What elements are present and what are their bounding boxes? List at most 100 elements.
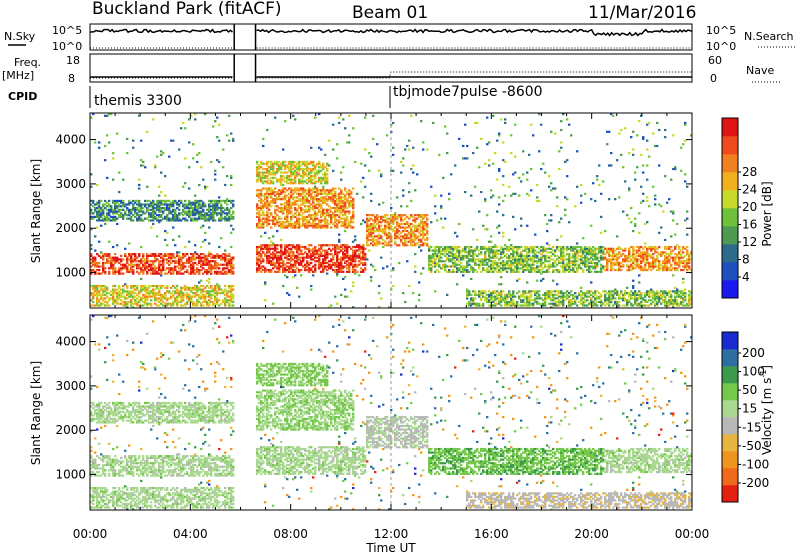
power-cell — [544, 293, 547, 296]
power-cell — [202, 288, 205, 291]
power-cell — [542, 277, 545, 281]
power-cell — [278, 215, 281, 218]
power-cell — [140, 219, 143, 222]
power-cell — [418, 222, 421, 226]
power-cell — [154, 297, 157, 300]
power-cell — [218, 245, 221, 249]
power-cell — [396, 228, 399, 231]
power-cell — [376, 222, 379, 226]
power-cell — [102, 254, 105, 257]
power-cell — [264, 244, 267, 247]
power-cell — [156, 304, 159, 307]
power-cell — [422, 217, 425, 220]
power-cell — [206, 185, 209, 188]
power-cell — [98, 292, 101, 295]
power-cell — [112, 245, 115, 249]
power-cell — [314, 215, 317, 218]
power-cell — [164, 269, 167, 272]
power-cell — [294, 224, 297, 227]
power-cell — [136, 293, 139, 296]
power-cell — [332, 258, 335, 261]
power-cell — [526, 245, 529, 249]
power-cell — [268, 203, 271, 206]
power-cell — [132, 205, 135, 208]
power-cell — [124, 300, 127, 304]
power-cell — [108, 210, 111, 213]
power-cell — [224, 260, 227, 263]
power-cell — [128, 270, 131, 273]
power-cell — [482, 304, 485, 307]
power-cell — [346, 222, 349, 226]
power-cell — [398, 261, 401, 265]
power-cell — [94, 284, 97, 288]
power-cell — [340, 201, 343, 204]
power-cell — [328, 208, 331, 211]
power-cell — [230, 288, 233, 291]
power-cell — [544, 171, 547, 174]
power-cell — [320, 261, 323, 265]
power-cell — [454, 164, 457, 167]
power-cell — [500, 270, 503, 273]
power-cell — [366, 219, 369, 222]
power-cell — [274, 217, 277, 220]
power-cell — [360, 258, 363, 261]
power-cell — [386, 217, 389, 220]
power-cell — [114, 212, 117, 215]
power-cell — [300, 178, 303, 181]
power-cell — [300, 182, 303, 185]
power-cell — [340, 210, 343, 213]
power-cell — [282, 224, 285, 227]
power-cell — [142, 263, 145, 266]
power-cell — [530, 290, 533, 293]
power-cell — [390, 217, 393, 220]
power-cell — [220, 254, 223, 257]
power-cell — [488, 164, 491, 167]
power-cell — [500, 297, 503, 300]
power-cell — [380, 256, 383, 259]
power-cell — [148, 260, 151, 263]
power-cell — [538, 293, 541, 296]
power-cell — [230, 292, 233, 295]
power-cell — [346, 295, 349, 298]
power-cell — [112, 260, 115, 263]
power-cell — [112, 292, 115, 295]
power-cell — [310, 244, 313, 247]
power-cell — [256, 270, 259, 273]
power-cell — [290, 203, 293, 206]
power-cell — [134, 263, 137, 266]
power-cell — [256, 245, 259, 249]
power-cell — [334, 253, 337, 256]
power-cell — [452, 261, 455, 265]
power-cell — [198, 256, 201, 259]
power-cell — [104, 290, 107, 293]
power-cell — [276, 244, 279, 247]
power-cell — [154, 258, 157, 261]
power-cell — [300, 192, 303, 195]
power-cell — [512, 215, 515, 218]
power-cell — [552, 293, 555, 296]
power-cell — [140, 214, 143, 217]
power-cell — [556, 290, 559, 293]
power-cell — [514, 295, 517, 298]
power-cell — [132, 219, 135, 222]
power-cell — [160, 263, 163, 266]
power-cell — [258, 260, 261, 263]
power-cell — [334, 247, 337, 250]
power-cell — [518, 297, 521, 300]
power-cell — [342, 247, 345, 250]
power-cell — [208, 292, 211, 295]
power-cell — [388, 217, 391, 220]
power-cell — [384, 233, 387, 236]
power-cell — [438, 258, 441, 261]
power-cell — [308, 171, 311, 174]
power-cell — [160, 272, 163, 275]
power-cell — [138, 292, 141, 295]
power-cell — [522, 295, 525, 298]
power-cell — [282, 253, 285, 256]
power-cell — [384, 221, 387, 224]
power-cell — [386, 244, 389, 247]
power-cell — [454, 247, 457, 250]
power-cell — [166, 208, 169, 211]
power-cell — [362, 245, 365, 249]
power-cell — [350, 247, 353, 250]
